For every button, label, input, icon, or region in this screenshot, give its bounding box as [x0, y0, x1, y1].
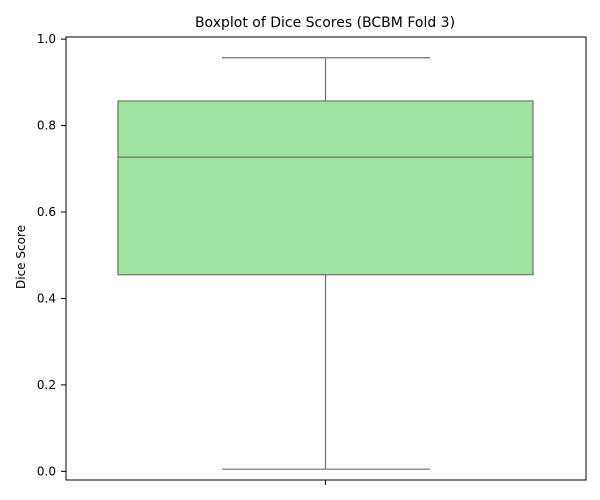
y-tick-label: 1.0 — [37, 32, 56, 46]
y-tick-label: 0.0 — [37, 464, 56, 478]
plot-area: 0.0 0.2 0.4 0.6 0.8 1.0 — [37, 32, 587, 485]
chart-title: Boxplot of Dice Scores (BCBM Fold 3) — [195, 15, 455, 31]
y-tick-label: 0.4 — [37, 291, 56, 305]
y-tick-label: 0.8 — [37, 119, 56, 133]
y-tick-label: 0.2 — [37, 378, 56, 392]
y-tick-label: 0.6 — [37, 205, 56, 219]
y-axis-label: Dice Score — [14, 225, 28, 289]
box-interquartile-range — [117, 100, 534, 276]
